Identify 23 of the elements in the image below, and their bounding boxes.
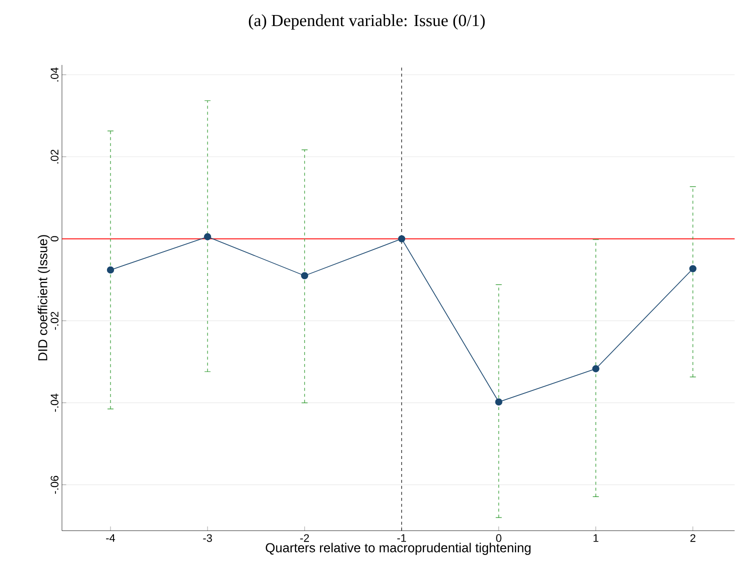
point (301, 272, 308, 280)
y-axis-title: DID coefficient (Issue) (38, 235, 50, 360)
y-tick-label: -.06 (50, 476, 58, 494)
x-tick-label: 2 (690, 534, 696, 542)
x-tick-label: -1 (397, 534, 406, 542)
point (689, 265, 696, 272)
y-tick-label: -.04 (50, 394, 58, 412)
x-tick-label: -4 (106, 534, 116, 542)
y-tick-label: .04 (50, 68, 58, 82)
x-tick-label: -3 (203, 534, 212, 542)
chart-title: (a) Dependent variable: Issue (0/1) (248, 14, 485, 30)
x-tick-label: 0 (496, 534, 502, 542)
y-tick-label: -.02 (50, 312, 58, 330)
point (495, 398, 502, 406)
point (592, 365, 600, 372)
x-tick-label: 1 (594, 534, 598, 542)
x-axis-title: Quarters relative to macroprudential tightening (266, 542, 531, 556)
x-tick-label: -2 (300, 534, 309, 542)
point (398, 235, 406, 243)
point (106, 266, 114, 274)
y-tick-label: .02 (50, 150, 58, 164)
y-tick-label: 0 (50, 236, 58, 242)
point (204, 233, 212, 240)
